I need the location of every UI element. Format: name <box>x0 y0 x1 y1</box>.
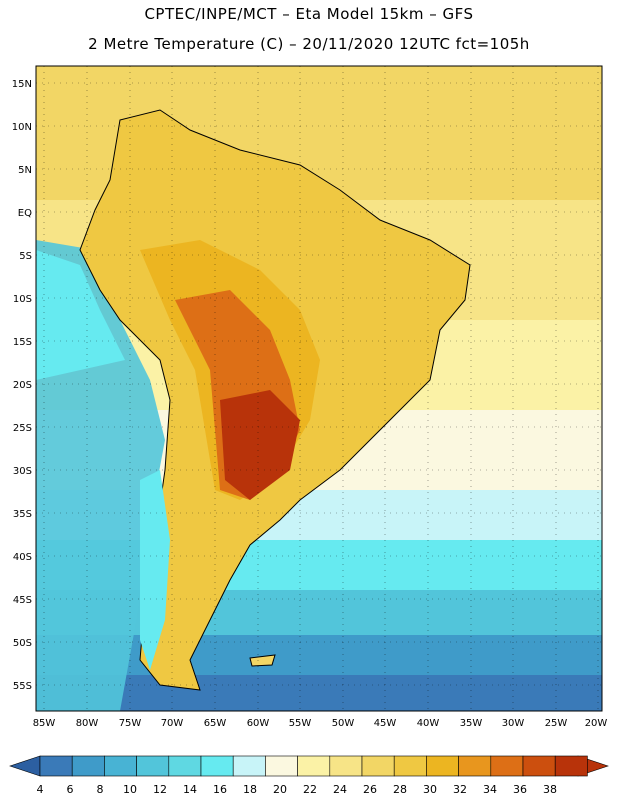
colorbar-swatch <box>329 755 363 777</box>
colorbar-swatch <box>393 755 427 777</box>
lon-tick-label: 40W <box>417 718 440 729</box>
lon-tick-label: 45W <box>374 718 397 729</box>
colorbar-swatch <box>168 755 202 777</box>
colorbar-label: 24 <box>333 783 347 796</box>
longitude-axis: 85W 80W 75W 70W 65W 60W 55W 50W 45W 40W … <box>33 718 608 729</box>
ocean-south-field-4 <box>36 675 602 711</box>
colorbar-label: 10 <box>123 783 137 796</box>
colorbar-label: 8 <box>96 783 104 796</box>
lon-tick-label: 55W <box>289 718 312 729</box>
colorbar-swatch <box>522 755 556 777</box>
gridlines <box>36 66 602 711</box>
colorbar-label: 28 <box>393 783 407 796</box>
lon-tick-label: 85W <box>33 718 56 729</box>
colorbar-swatch <box>136 755 170 777</box>
interior-hottest-field <box>220 390 300 500</box>
andes-cool-field <box>140 470 170 670</box>
colorbar <box>9 755 609 777</box>
colorbar-label: 4 <box>36 783 44 796</box>
colorbar-label: 20 <box>273 783 287 796</box>
latitude-axis: 15N 10N 5N EQ 5S 10S 15S 20S 25S 30S 35S… <box>12 79 32 692</box>
falkland-islands <box>249 654 276 667</box>
colorbar-label: 38 <box>543 783 557 796</box>
colorbar-label: 34 <box>483 783 497 796</box>
map-field <box>36 66 602 711</box>
lon-tick-label: 75W <box>119 718 142 729</box>
colorbar-swatch <box>71 755 105 777</box>
lat-tick-label: 20S <box>13 380 32 391</box>
lat-tick-label: 55S <box>13 681 32 692</box>
colorbar-swatch <box>426 755 459 777</box>
pacific-north-field <box>36 250 125 380</box>
lon-tick-label: 80W <box>76 718 99 729</box>
colorbar-swatch <box>39 755 73 777</box>
lat-tick-label: 10N <box>12 122 32 133</box>
lat-tick-label: 50S <box>13 638 32 649</box>
lon-tick-label: 70W <box>161 718 184 729</box>
colorbar-swatch <box>361 755 395 777</box>
colorbar-label: 6 <box>66 783 74 796</box>
colorbar-label: 12 <box>153 783 167 796</box>
colorbar-swatch <box>297 755 331 777</box>
lat-tick-label: 25S <box>13 423 32 434</box>
lat-tick-label: 35S <box>13 509 32 520</box>
colorbar-swatch <box>458 755 492 777</box>
lon-tick-label: 30W <box>502 718 525 729</box>
lon-tick-label: 20W <box>585 718 608 729</box>
colorbar-swatch <box>232 755 266 777</box>
lat-tick-label: 5S <box>19 251 32 262</box>
lon-tick-label: 65W <box>204 718 227 729</box>
lat-tick-label: 40S <box>13 552 32 563</box>
colorbar-label: 26 <box>363 783 377 796</box>
colorbar-label: 36 <box>513 783 527 796</box>
lat-tick-label: 10S <box>13 294 32 305</box>
map-title-line-2: 2 Metre Temperature (C) – 20/11/2020 12U… <box>88 35 530 53</box>
colorbar-label: 30 <box>423 783 437 796</box>
colorbar-label: 32 <box>453 783 467 796</box>
lat-tick-label: 30S <box>13 466 32 477</box>
colorbar-swatch <box>265 755 298 777</box>
lat-tick-label: 15S <box>13 337 32 348</box>
colorbar-label: 18 <box>243 783 257 796</box>
lat-tick-label: 15N <box>12 79 32 90</box>
lon-tick-label: 50W <box>332 718 355 729</box>
colorbar-swatch <box>554 755 588 777</box>
colorbar-low-arrow <box>9 755 41 777</box>
lat-tick-label: 45S <box>13 595 32 606</box>
colorbar-swatch <box>490 755 524 777</box>
colorbar-label: 22 <box>303 783 317 796</box>
colorbar-label: 16 <box>213 783 227 796</box>
lon-tick-label: 35W <box>460 718 483 729</box>
colorbar-label: 14 <box>183 783 197 796</box>
lat-tick-label: 5N <box>18 165 32 176</box>
colorbar-swatch <box>200 755 234 777</box>
lon-tick-label: 25W <box>545 718 568 729</box>
lat-tick-label: EQ <box>18 208 32 219</box>
colorbar-swatch <box>104 755 137 777</box>
map-title-line-1: CPTEC/INPE/MCT – Eta Model 15km – GFS <box>144 5 474 23</box>
lon-tick-label: 60W <box>247 718 270 729</box>
map-frame <box>35 65 603 712</box>
